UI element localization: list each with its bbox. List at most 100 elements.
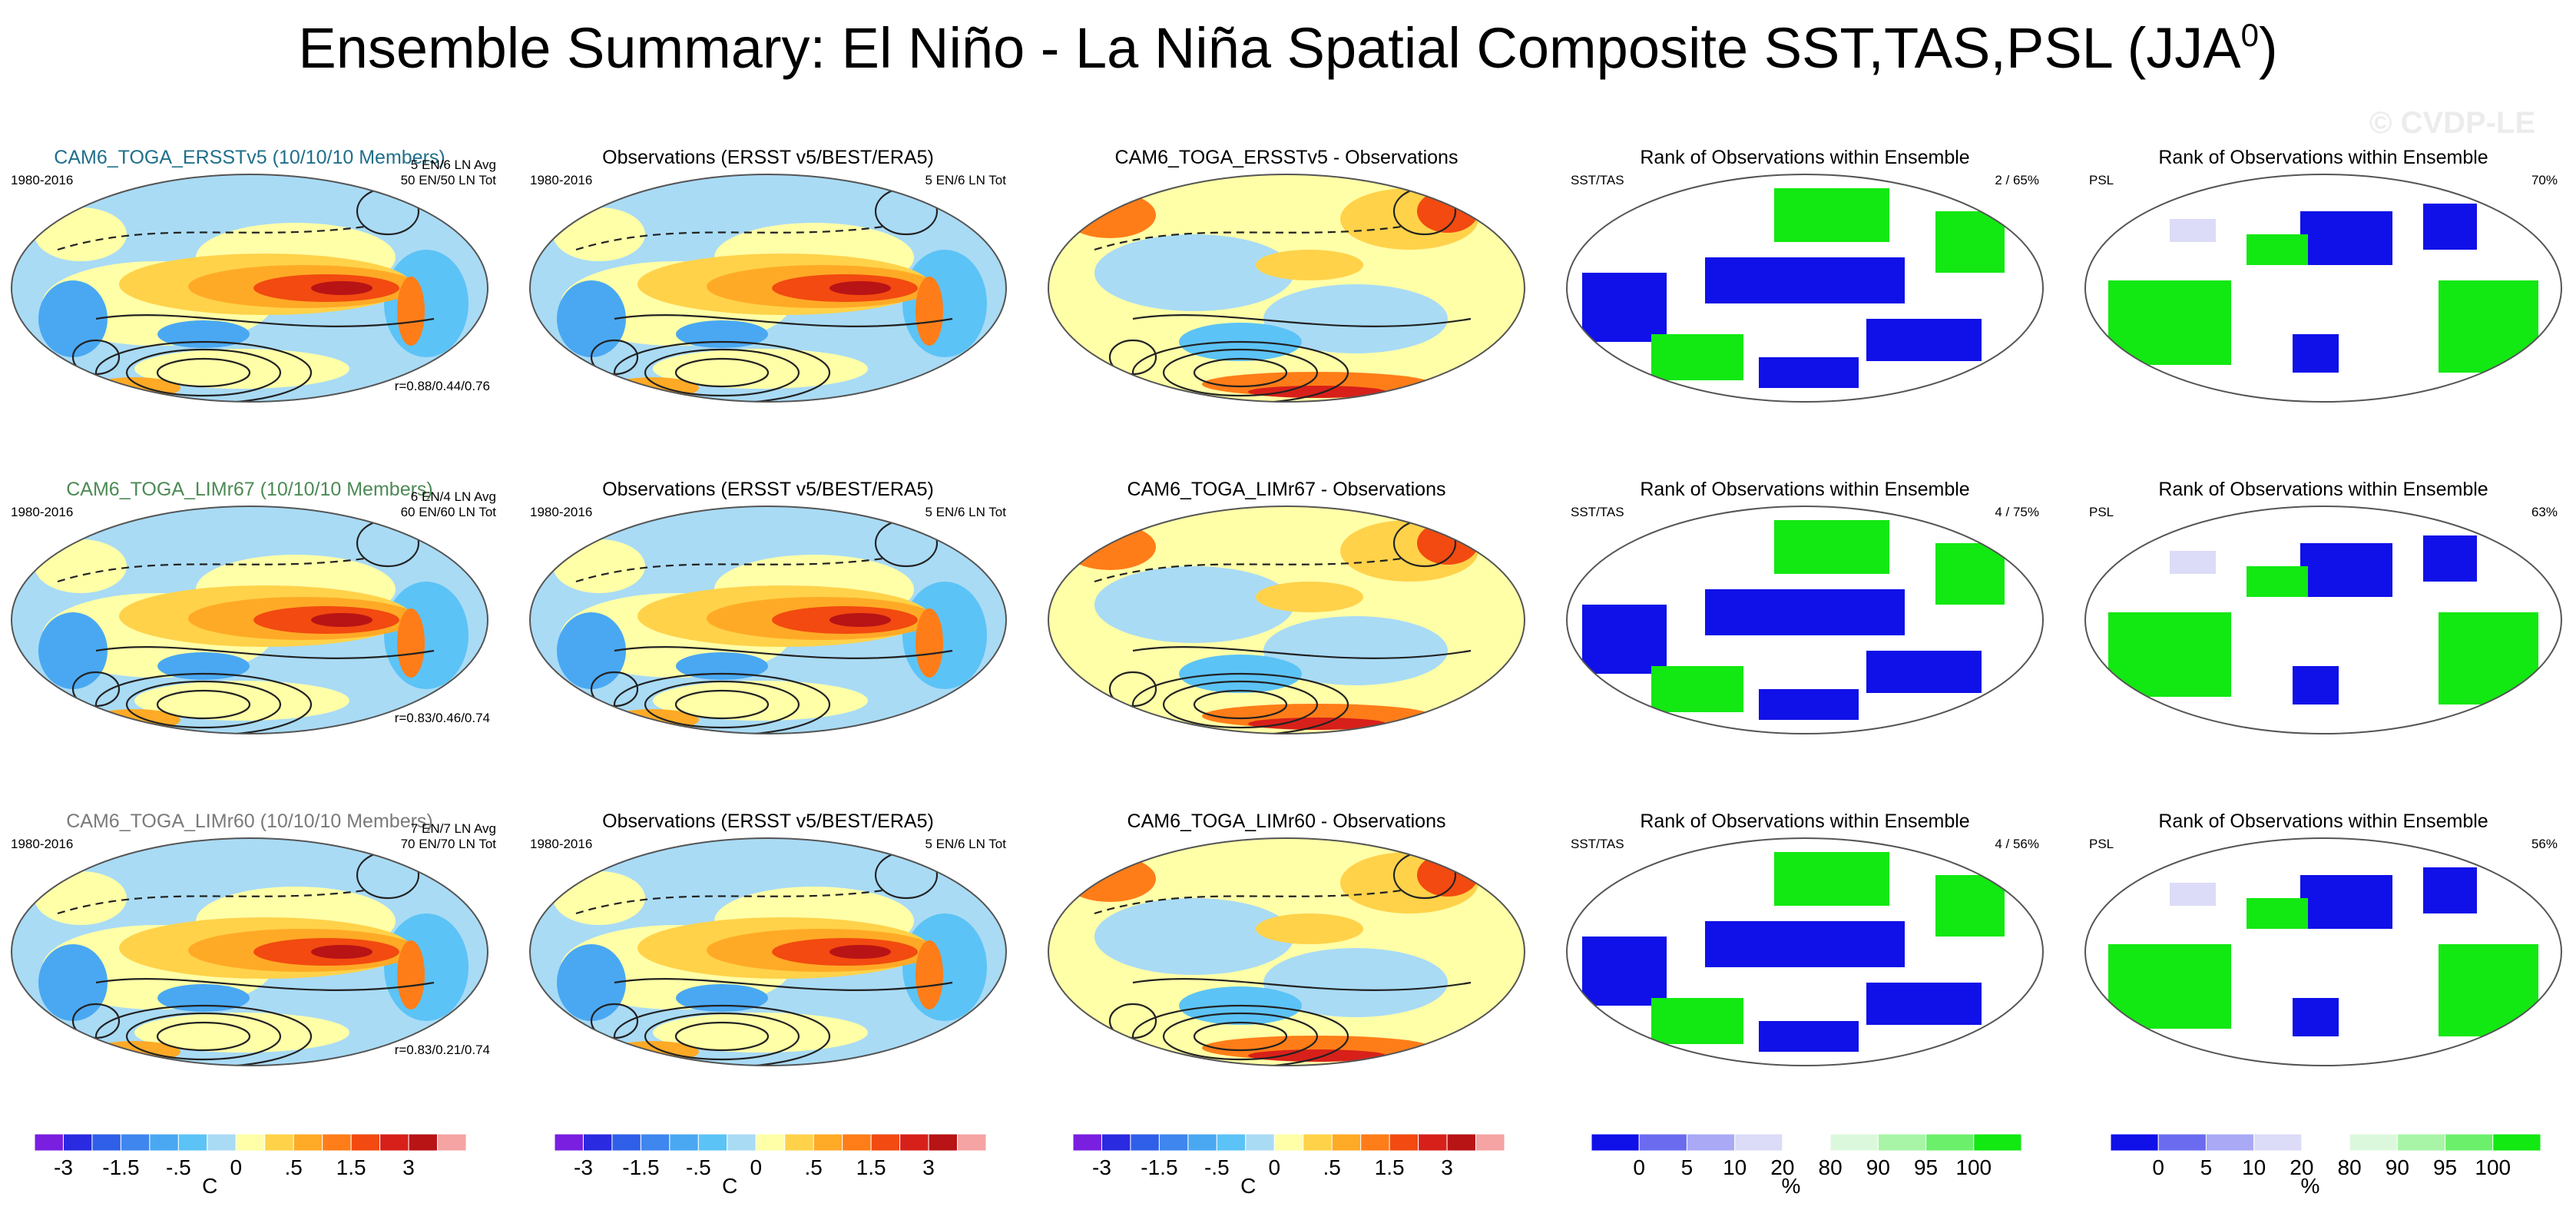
colorbar-swatch <box>2445 1133 2494 1152</box>
colorbar-swatch <box>640 1133 670 1152</box>
member-count: 5 EN/6 LN Avg <box>410 157 496 172</box>
colorbar-tick-label: 3 <box>402 1155 415 1179</box>
colorbar-swatch <box>842 1133 872 1152</box>
anomaly-field <box>35 871 127 925</box>
psl-contour <box>590 671 639 708</box>
panel-title-rank_psl: Rank of Observations within Ensemble <box>2158 811 2488 832</box>
diff-field <box>1256 582 1363 612</box>
colorbar-tick-label: 80 <box>1818 1155 1843 1179</box>
colorbar-swatch <box>1245 1133 1275 1152</box>
rank-mid-region <box>2170 883 2216 906</box>
rank-low-region <box>1582 605 1667 674</box>
rank-variable-label: PSL <box>2089 173 2114 187</box>
map-0-3 <box>1567 174 2043 402</box>
rank-high-region <box>1774 852 1889 906</box>
rank-high-region <box>1651 334 1743 380</box>
rank-value: 2 / 65% <box>1995 173 2039 187</box>
colorbar-tick-label: -.5 <box>1204 1155 1230 1179</box>
colorbar-swatch <box>379 1133 409 1152</box>
colorbar-swatch <box>1418 1133 1448 1152</box>
rank-value: 4 / 75% <box>1995 505 2039 519</box>
psl-contour <box>1108 671 1157 708</box>
cool-patch <box>38 612 108 689</box>
psl-contour <box>156 689 251 720</box>
rank-low-region <box>1705 921 1905 967</box>
map-outline <box>11 837 488 1066</box>
anomaly-field <box>553 539 645 593</box>
colorbar-tick-label: -.5 <box>165 1155 191 1179</box>
colorbar-tick-label: 1.5 <box>336 1155 366 1179</box>
rank-high-region <box>2439 280 2538 373</box>
colorbar-swatch <box>697 1133 728 1152</box>
psl-contour <box>156 357 251 388</box>
psl-contour-negative <box>1094 557 1402 583</box>
rank-low-region <box>2293 666 2339 704</box>
colorbar-swatch <box>2205 1133 2255 1152</box>
colorbar-swatch <box>1101 1133 1131 1152</box>
rank-high-region <box>1935 211 2005 273</box>
colorbar-swatch <box>350 1133 381 1152</box>
colorbar-swatch <box>582 1133 613 1152</box>
psl-contour <box>674 689 770 720</box>
rank-high-region <box>2439 944 2538 1036</box>
map-1-2 <box>1048 506 1525 734</box>
colorbar-swatch <box>264 1133 294 1152</box>
colorbar-swatch <box>1782 1133 1831 1152</box>
colorbar-swatch <box>34 1133 64 1152</box>
psl-contour-negative <box>575 889 884 915</box>
colorbar-swatch <box>2301 1133 2350 1152</box>
psl-contour <box>1162 680 1319 729</box>
psl-contour-negative <box>1094 889 1402 915</box>
colorbar-swatch <box>755 1133 786 1152</box>
psl-contour <box>1193 689 1288 720</box>
rank-low-region <box>2423 204 2477 250</box>
map-outline <box>11 506 488 734</box>
psl-contour <box>644 680 800 729</box>
enso-core <box>311 945 372 959</box>
psl-contour <box>1162 348 1319 397</box>
psl-contour-negative <box>57 225 366 251</box>
colorbar-swatch <box>177 1133 208 1152</box>
rank-high-region <box>2108 612 2231 697</box>
psl-contour <box>125 1012 282 1061</box>
psl-contour <box>644 348 800 397</box>
colorbar-tick-label: -3 <box>54 1155 73 1179</box>
map-0-0 <box>12 174 488 402</box>
colorbar-tick-label: 90 <box>2385 1155 2409 1179</box>
diff-field <box>1248 1049 1386 1062</box>
colorbar-swatch <box>813 1133 843 1152</box>
rank-variable-label: PSL <box>2089 837 2114 851</box>
psl-contour <box>94 672 313 734</box>
enso-core <box>311 281 372 295</box>
colorbar-tick-label: 100 <box>1955 1155 1992 1179</box>
cool-patch <box>38 944 108 1021</box>
map-outline <box>1566 837 2044 1066</box>
panel-title-rank_sst: Rank of Observations within Ensemble <box>1640 811 1970 832</box>
colorbar-swatch <box>1389 1133 1419 1152</box>
anomaly-field <box>384 250 469 357</box>
colorbar-tick-label: 10 <box>1723 1155 1747 1179</box>
member-count: 6 EN/4 LN Avg <box>410 489 496 504</box>
colorbar-tick-label: 1.5 <box>856 1155 886 1179</box>
rank-high-region <box>2108 280 2231 365</box>
map-0-2 <box>1048 174 1525 402</box>
map-outline <box>11 174 488 403</box>
anomaly-field <box>902 582 987 689</box>
enso-core <box>829 945 891 959</box>
rank-low-region <box>1582 273 1667 342</box>
rank-mid-region <box>2170 219 2216 242</box>
colorbar-unit: C <box>1240 1174 1257 1198</box>
panel-title-model: CAM6_TOGA_LIMr67 (10/10/10 Members) <box>66 479 433 500</box>
rank-variable-label: PSL <box>2089 505 2114 519</box>
diff-field <box>1248 386 1386 398</box>
colorbar-swatch <box>408 1133 439 1152</box>
colorbar-swatch <box>1216 1133 1247 1152</box>
rank-mid-region <box>2170 551 2216 574</box>
colorbar-tick-label: 95 <box>1913 1155 1939 1179</box>
colorbar-unit: C <box>722 1174 738 1198</box>
rank-low-region <box>1582 937 1667 1006</box>
psl-contour <box>125 680 282 729</box>
member-count: 60 EN/60 LN Tot <box>400 505 496 519</box>
colorbar-tick-label: 95 <box>2432 1155 2458 1179</box>
psl-contour-negative <box>575 557 884 583</box>
